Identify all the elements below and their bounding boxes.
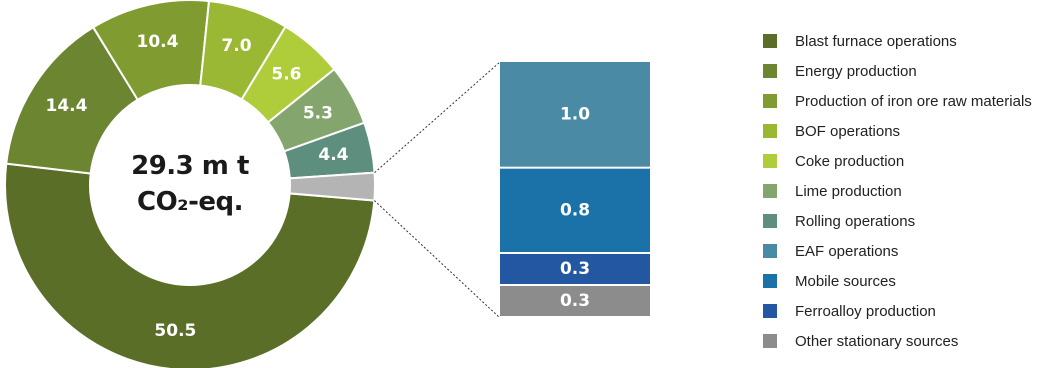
legend-item-mobile-sources: Mobile sources [763, 266, 1032, 296]
donut-center-label: 29.3 m t CO₂-eq. [100, 148, 280, 220]
legend-label: Ferroalloy production [795, 302, 936, 320]
legend-item-rolling-operations: Rolling operations [763, 206, 1032, 236]
bar-label-mobile-sources: 0.8 [560, 200, 590, 220]
legend-item-other-stationary-sources: Other stationary sources [763, 326, 1032, 356]
slice-label-lime-production: 5.3 [303, 104, 333, 124]
legend-label: Production of iron ore raw materials [795, 92, 1032, 110]
legend-item-eaf-operations: EAF operations [763, 236, 1032, 266]
legend-label: Mobile sources [795, 272, 896, 290]
legend-swatch [763, 334, 777, 348]
legend: Blast furnace operations Energy productio… [763, 26, 1032, 356]
donut-chart: 50.5 14.4 10.4 7.0 5.65.3 4.4 [4, 0, 376, 368]
connector-lines [374, 61, 501, 319]
slice-label-rolling-operations: 4.4 [318, 145, 348, 165]
slice-label-production-of-iron-ore-raw-materials: 10.4 [137, 32, 179, 52]
legend-swatch [763, 244, 777, 258]
legend-swatch [763, 64, 777, 78]
legend-item-blast-furnace-operations: Blast furnace operations [763, 26, 1032, 56]
legend-swatch [763, 34, 777, 48]
legend-swatch [763, 214, 777, 228]
legend-label: Energy production [795, 62, 917, 80]
bar-label-ferroalloy-production: 0.3 [560, 259, 590, 279]
legend-label: Rolling operations [795, 212, 916, 230]
slice-blast-furnace-operations [4, 162, 376, 368]
slice-label-bof-operations: 7.0 [221, 36, 251, 56]
legend-swatch [763, 184, 777, 198]
legend-item-production-of-iron-ore-raw-materials: Production of iron ore raw materials [763, 86, 1032, 116]
total-unit: CO₂-eq. [137, 187, 243, 217]
bar-segment-eaf-operations [500, 62, 650, 167]
legend-label: Lime production [795, 182, 902, 200]
legend-swatch [763, 94, 777, 108]
bar-label-other-stationary-sources: 0.3 [560, 291, 590, 311]
legend-label: Coke production [795, 152, 905, 170]
legend-label: Other stationary sources [795, 332, 959, 350]
legend-swatch [763, 304, 777, 318]
legend-label: EAF operations [795, 242, 899, 260]
slice-label-blast-furnace-operations: 50.5 [154, 321, 196, 341]
legend-item-coke-production: Coke production [763, 146, 1032, 176]
slice-other-sources [288, 171, 376, 202]
stacked-bar: 1.0 0.8 0.3 0.3 [500, 62, 650, 316]
slice-label-coke-production: 5.6 [271, 65, 301, 85]
connector-top [374, 61, 501, 174]
legend-item-energy-production: Energy production [763, 56, 1032, 86]
legend-item-lime-production: Lime production [763, 176, 1032, 206]
legend-swatch [763, 274, 777, 288]
legend-label: Blast furnace operations [795, 32, 957, 50]
bar-segment-mobile-sources [500, 168, 650, 252]
legend-swatch [763, 124, 777, 138]
slice-label-energy-production: 14.4 [46, 96, 88, 116]
connector-bottom [374, 200, 501, 319]
legend-item-bof-operations: BOF operations [763, 116, 1032, 146]
legend-swatch [763, 154, 777, 168]
bar-segment-ferroalloy-production [500, 254, 650, 284]
legend-label: BOF operations [795, 122, 901, 140]
bar-label-eaf-operations: 1.0 [560, 104, 590, 124]
legend-item-ferroalloy-production: Ferroalloy production [763, 296, 1032, 326]
bar-segment-other-stationary-sources [500, 286, 650, 316]
total-value: 29.3 m t [131, 151, 249, 181]
